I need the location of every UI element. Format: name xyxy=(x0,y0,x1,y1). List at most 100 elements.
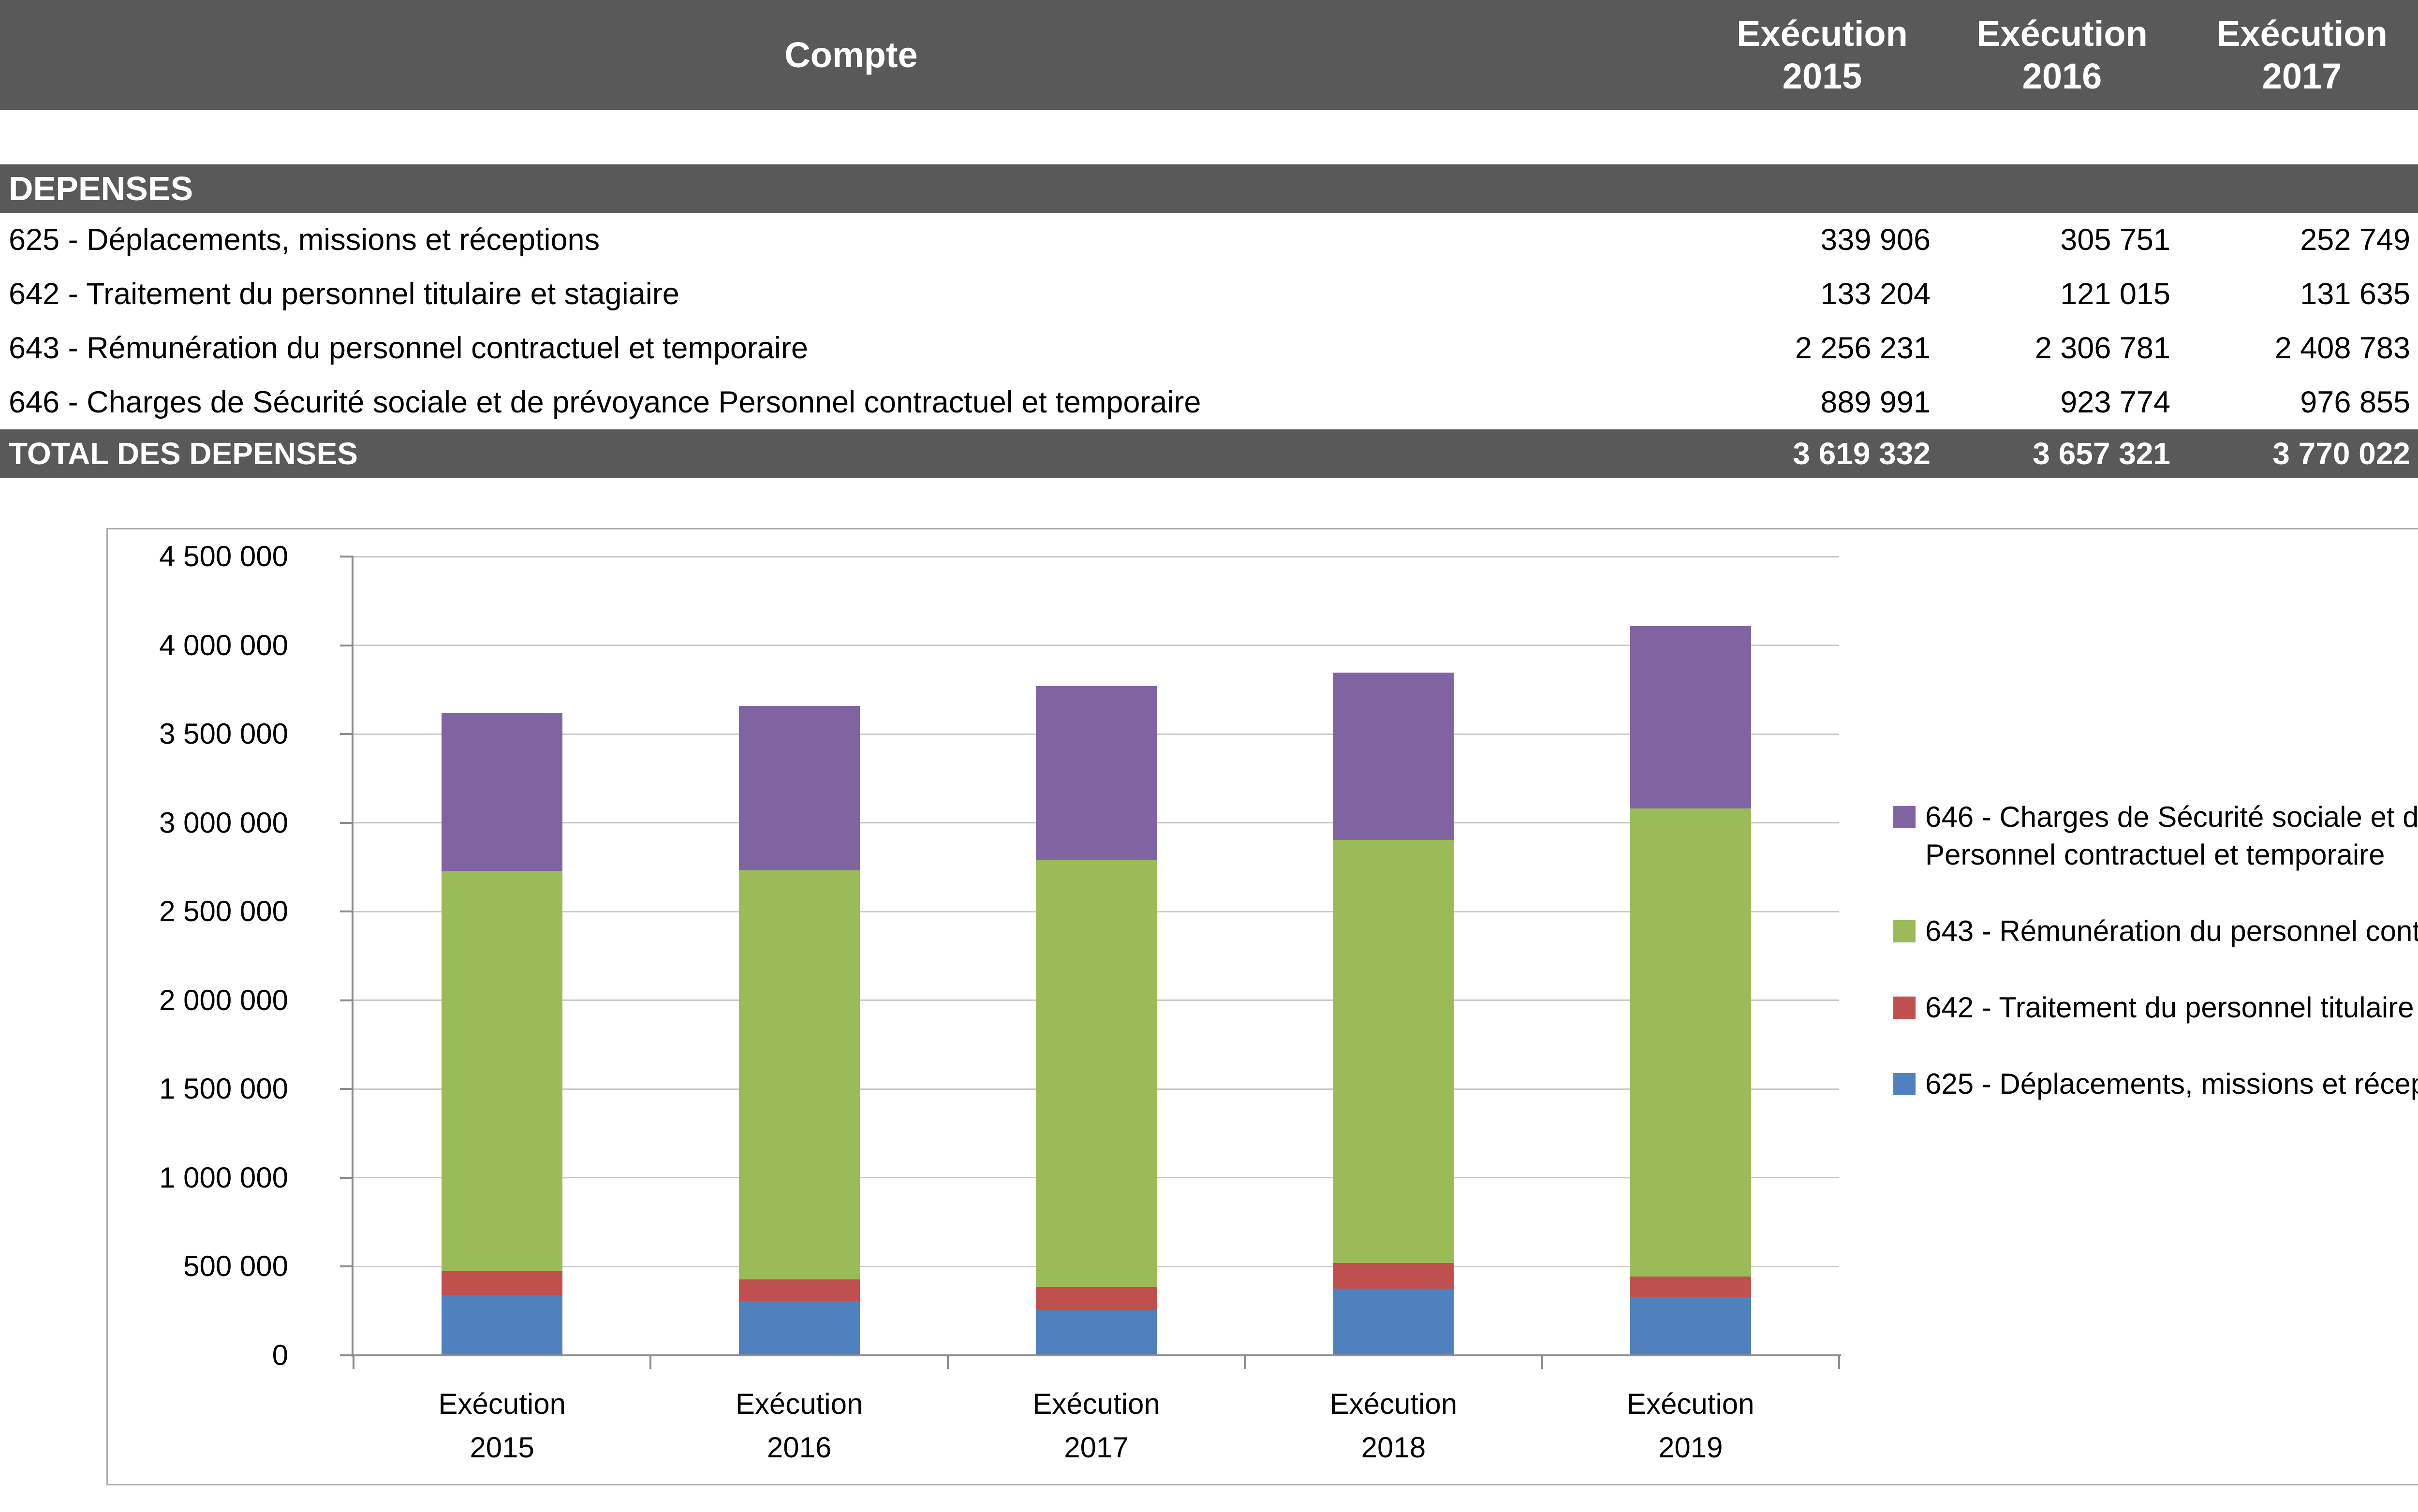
bar-segment xyxy=(1036,859,1157,1287)
y-axis-tick-label: 4 000 000 xyxy=(159,629,288,661)
column-header-compte: Compte xyxy=(784,35,918,75)
bar-segment xyxy=(1630,808,1751,1277)
legend-swatch xyxy=(1893,806,1916,828)
total-value: 3 619 332 xyxy=(1793,436,1931,471)
x-axis-category-label: Exécution 2019 xyxy=(1627,1388,1755,1464)
bar-segment xyxy=(442,1271,563,1295)
x-axis-line xyxy=(353,1354,1841,1356)
stacked-bar-chart: 0 500 000 1 000 000 1 500 000 2 000 000 2 500… xyxy=(106,528,2418,1485)
chart-legend: 646 - Charges de Sécurité sociale et de … xyxy=(1893,798,2418,1142)
y-axis-tick-label: 2 500 000 xyxy=(159,895,288,928)
x-axis-category-label: Exécution 2017 xyxy=(1032,1388,1160,1464)
bar-segment xyxy=(1630,1276,1751,1297)
y-axis-tick-label: 4 500 000 xyxy=(159,540,288,573)
column-header-execution-2015: Exécution 2015 xyxy=(1737,14,1908,96)
legend-label: 643 - Rémunération du personnel contract… xyxy=(1925,915,2418,947)
table-spacer xyxy=(0,110,2418,164)
x-axis-category-label: Exécution 2016 xyxy=(735,1388,863,1464)
legend-item: 642 - Traitement du personnel titulaire … xyxy=(1893,989,2418,1027)
legend-item: 643 - Rémunération du personnel contract… xyxy=(1893,912,2418,950)
legend-swatch xyxy=(1893,997,1916,1019)
x-axis-tick xyxy=(649,1355,652,1369)
y-axis-tick-label: 500 000 xyxy=(183,1250,288,1283)
bar-segment xyxy=(1333,839,1454,1263)
total-value: 3 657 321 xyxy=(2033,436,2170,471)
cell-value: 133 204 xyxy=(1820,277,1931,311)
table-row-643: 643 - Rémunération du personnel contract… xyxy=(0,321,2418,375)
bar-segment xyxy=(738,1301,860,1355)
x-axis-category-label: Exécution 2018 xyxy=(1329,1388,1458,1464)
bar-segment xyxy=(1036,1310,1157,1355)
cell-value: 923 774 xyxy=(2060,385,2170,419)
column-header-execution-2016: Exécution 2016 xyxy=(1976,14,2148,96)
y-axis-tick-label: 1 000 000 xyxy=(159,1161,288,1194)
expenses-table: Compte Exécution 2015 Exécution 2016 Exé… xyxy=(0,0,2418,478)
x-axis-tick xyxy=(353,1355,354,1369)
x-axis-tick xyxy=(946,1355,949,1369)
plot-area xyxy=(354,556,1839,1355)
table-row-642: 642 - Traitement du personnel titulaire … xyxy=(0,267,2418,321)
table-row-646: 646 - Charges de Sécurité sociale et de … xyxy=(0,375,2418,429)
y-axis-tick xyxy=(340,910,353,913)
bar-segment xyxy=(1036,686,1157,860)
x-axis-tick xyxy=(1244,1355,1246,1369)
y-axis-tick xyxy=(340,733,353,735)
legend-item: 646 - Charges de Sécurité sociale et de … xyxy=(1893,798,2418,874)
bar-segment xyxy=(738,706,860,870)
y-axis-tick xyxy=(340,1176,353,1179)
y-axis-tick-label: 0 xyxy=(272,1339,288,1371)
bar-segment xyxy=(442,1295,563,1355)
bar-segment xyxy=(442,871,563,1272)
y-axis-tick xyxy=(340,822,353,824)
row-label: 625 - Déplacements, missions et réceptio… xyxy=(9,223,600,257)
bar-segment xyxy=(738,870,860,1280)
cell-value: 121 015 xyxy=(2060,277,2170,311)
row-label: 646 - Charges de Sécurité sociale et de … xyxy=(9,385,1201,419)
total-label: TOTAL DES DEPENSES xyxy=(9,436,358,471)
bar-segment xyxy=(1333,1288,1454,1355)
cell-value: 339 906 xyxy=(1820,223,1931,257)
bar-segment xyxy=(1333,1263,1454,1289)
x-axis-tick xyxy=(1541,1355,1543,1369)
bar-segment xyxy=(1630,1297,1751,1355)
x-axis-category-label: Exécution 2015 xyxy=(438,1388,566,1464)
table-header-row: Compte Exécution 2015 Exécution 2016 Exé… xyxy=(0,0,2418,110)
legend-swatch xyxy=(1893,920,1916,942)
bar-segment xyxy=(738,1279,860,1301)
gridline xyxy=(354,645,1839,646)
bar-segment xyxy=(1036,1287,1157,1311)
x-axis-tick xyxy=(1838,1355,1840,1369)
bar-segment xyxy=(1333,672,1454,840)
legend-item: 625 - Déplacements, missions et réceptio… xyxy=(1893,1065,2418,1103)
cell-value: 2 408 783 xyxy=(2274,331,2410,365)
bar-segment xyxy=(1630,626,1751,809)
bar-segment xyxy=(442,713,563,871)
y-axis-tick-label: 1 500 000 xyxy=(159,1072,288,1105)
y-axis-tick xyxy=(340,999,353,1001)
y-axis-tick-label: 2 000 000 xyxy=(159,984,288,1016)
row-label: 642 - Traitement du personnel titulaire … xyxy=(9,277,679,311)
table-total-row: TOTAL DES DEPENSES 3 619 332 3 657 321 3… xyxy=(0,429,2418,478)
legend-swatch xyxy=(1893,1073,1916,1095)
section-header-depenses: DEPENSES xyxy=(0,164,2418,213)
legend-label: 625 - Déplacements, missions et réceptio… xyxy=(1925,1068,2418,1100)
y-axis-tick xyxy=(340,1354,353,1356)
y-axis-tick xyxy=(340,644,353,646)
y-axis-tick-label: 3 500 000 xyxy=(159,718,288,750)
y-axis-tick xyxy=(340,1088,353,1090)
legend-label: 646 - Charges de Sécurité sociale et de … xyxy=(1925,801,2418,871)
cell-value: 2 306 781 xyxy=(2035,331,2170,365)
gridline xyxy=(354,556,1839,558)
y-axis-tick xyxy=(340,556,353,558)
table-row-625: 625 - Déplacements, missions et réceptio… xyxy=(0,213,2418,267)
column-header-execution-2017: Exécution 2017 xyxy=(2216,14,2388,96)
y-axis-tick-label: 3 000 000 xyxy=(159,806,288,839)
y-axis-tick xyxy=(340,1265,353,1268)
cell-value: 252 749 xyxy=(2300,223,2410,257)
total-value: 3 770 022 xyxy=(2272,436,2410,471)
row-label: 643 - Rémunération du personnel contract… xyxy=(9,331,808,365)
cell-value: 305 751 xyxy=(2060,223,2170,257)
cell-value: 976 855 xyxy=(2300,385,2410,419)
cell-value: 889 991 xyxy=(1820,385,1931,419)
